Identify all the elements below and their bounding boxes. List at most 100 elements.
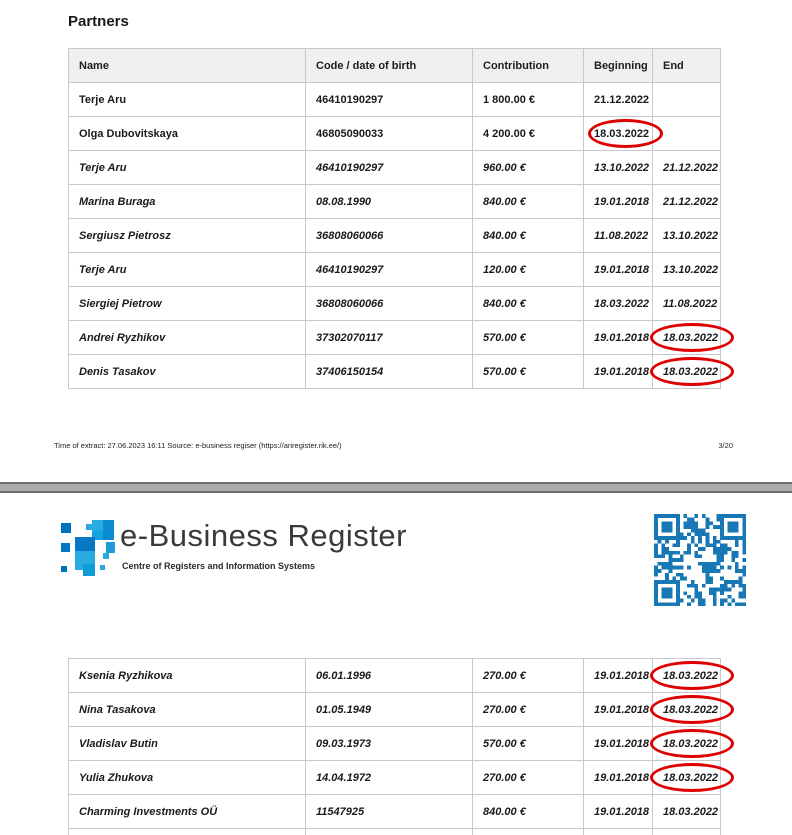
- end-date-cell: 18.03.2022: [650, 760, 734, 795]
- logo-title: e-Business Register: [120, 518, 407, 553]
- contribution-cell: 4 200.00 €: [472, 116, 584, 151]
- partner-name-cell: Olga Dubovitskaya: [68, 116, 306, 151]
- end-date-cell: 18.03.2022: [650, 726, 734, 761]
- contribution-cell: 270.00 €: [472, 692, 584, 727]
- beginning-date-cell: 19.01.2018: [583, 354, 653, 389]
- partner-name-cell: Vladislav Butin: [68, 726, 306, 761]
- beginning-date-cell: 19.01.2018: [583, 760, 653, 795]
- contribution-cell: 570.00 €: [472, 320, 584, 355]
- red-circle-annotation: [650, 323, 734, 352]
- beginning-date-cell: 19.01.2018: [583, 320, 653, 355]
- logo-subtitle: Centre of Registers and Information Syst…: [122, 561, 316, 571]
- table-row: Vladislav Butin 09.03.1973 570.00 € 19.0…: [68, 726, 734, 761]
- contribution-cell: 120.00 €: [472, 252, 584, 287]
- end-date-cell: [652, 828, 721, 835]
- partner-name-cell: Marina Buraga: [68, 184, 306, 219]
- end-date-cell: 13.10.2022: [652, 252, 721, 287]
- table-row: Charming Investments OÜ 11547925 840.00 …: [68, 794, 721, 829]
- contribution-cell: 840.00 €: [472, 286, 584, 321]
- partner-code-cell: 46410190297: [305, 150, 473, 185]
- partners-table-continued: Ksenia Ryzhikova 06.01.1996 270.00 € 19.…: [68, 658, 734, 835]
- partner-code-cell: [305, 828, 473, 835]
- table-row: Siergiej Pietrow 36808060066 840.00 € 18…: [68, 286, 721, 321]
- table-row: Olga Dubovitskaya 46805090033 4 200.00 €…: [68, 116, 721, 151]
- beginning-date-cell: 18.03.2022: [583, 116, 663, 151]
- partner-code-cell: 09.03.1973: [305, 726, 473, 761]
- table-row: Terje Aru 46410190297 960.00 € 13.10.202…: [68, 150, 721, 185]
- partner-code-cell: 46410190297: [305, 252, 473, 287]
- table-row: Andrei Ryzhikov 37302070117 570.00 € 19.…: [68, 320, 734, 355]
- contribution-cell: 840.00 €: [472, 184, 584, 219]
- pixel-mosaic-icon: [56, 512, 118, 578]
- red-circle-annotation: [650, 357, 734, 386]
- red-circle-annotation: [650, 763, 734, 792]
- table-row: Nina Tasakova 01.05.1949 270.00 € 19.01.…: [68, 692, 734, 727]
- qr-code-icon: [654, 514, 746, 606]
- beginning-date-cell: 13.10.2022: [583, 150, 653, 185]
- partner-code-cell: 37302070117: [305, 320, 473, 355]
- beginning-date-cell: 21.12.2022: [583, 82, 653, 117]
- partner-code-cell: 37406150154: [305, 354, 473, 389]
- table-row: Sergiusz Pietrosz 36808060066 840.00 € 1…: [68, 218, 721, 253]
- partner-name-cell: Nina Tasakova: [68, 692, 306, 727]
- header-end: End: [652, 48, 721, 83]
- end-date-cell: 18.03.2022: [650, 320, 734, 355]
- red-circle-annotation: [650, 695, 734, 724]
- end-date-cell: 18.03.2022: [650, 692, 734, 727]
- partner-name-cell: Terje Aru: [68, 150, 306, 185]
- partner-code-cell: 36808060066: [305, 218, 473, 253]
- header-beginning: Beginning: [583, 48, 653, 83]
- beginning-date-cell: 19.01.2018: [583, 252, 653, 287]
- partner-name-cell: Andrei Ryzhikov: [68, 320, 306, 355]
- table-row: Denis Tasakov 37406150154 570.00 € 19.01…: [68, 354, 734, 389]
- beginning-date-cell: 19.01.2018: [583, 794, 653, 829]
- beginning-date-cell: 19.01.2018: [583, 692, 653, 727]
- contribution-cell: [472, 828, 584, 835]
- contribution-cell: 960.00 €: [472, 150, 584, 185]
- partner-name-cell: Charming Investments OÜ: [68, 794, 306, 829]
- table-row: Marina Buraga 08.08.1990 840.00 € 19.01.…: [68, 184, 721, 219]
- beginning-date-cell: 11.08.2022: [583, 218, 653, 253]
- partner-code-cell: 01.05.1949: [305, 692, 473, 727]
- end-date-cell: 21.12.2022: [652, 150, 721, 185]
- partner-name-cell: [68, 828, 306, 835]
- end-date-cell: 18.03.2022: [652, 794, 721, 829]
- red-circle-annotation: [650, 729, 734, 758]
- partners-table: Name Code / date of birth Contribution B…: [68, 48, 734, 389]
- page-title: Partners: [68, 13, 129, 30]
- partner-code-cell: 11547925: [305, 794, 473, 829]
- footer-page-number: 3/20: [718, 441, 733, 450]
- partner-code-cell: 08.08.1990: [305, 184, 473, 219]
- partner-name-cell: Terje Aru: [68, 82, 306, 117]
- contribution-cell: 570.00 €: [472, 354, 584, 389]
- beginning-date-cell: 18.03.2022: [583, 286, 653, 321]
- partner-name-cell: Yulia Zhukova: [68, 760, 306, 795]
- red-circle-annotation: [588, 119, 663, 148]
- partner-name-cell: Terje Aru: [68, 252, 306, 287]
- red-circle-annotation: [650, 661, 734, 690]
- partner-code-cell: 14.04.1972: [305, 760, 473, 795]
- header-contribution: Contribution: [472, 48, 584, 83]
- end-date-cell: 18.03.2022: [650, 658, 734, 693]
- beginning-date-cell: [583, 828, 653, 835]
- beginning-date-cell: 19.01.2018: [583, 658, 653, 693]
- contribution-cell: 840.00 €: [472, 218, 584, 253]
- table-header-row: Name Code / date of birth Contribution B…: [68, 48, 721, 83]
- partner-code-cell: 46410190297: [305, 82, 473, 117]
- footer-extract-info: Time of extract: 27.06.2023 16:11 Source…: [54, 441, 342, 450]
- end-date-cell: 18.03.2022: [650, 354, 734, 389]
- partner-name-cell: Siergiej Pietrow: [68, 286, 306, 321]
- table-row: Terje Aru 46410190297 120.00 € 19.01.201…: [68, 252, 721, 287]
- beginning-date-cell: 19.01.2018: [583, 184, 653, 219]
- contribution-cell: 1 800.00 €: [472, 82, 584, 117]
- partner-code-cell: 46805090033: [305, 116, 473, 151]
- partner-name-cell: Denis Tasakov: [68, 354, 306, 389]
- contribution-cell: 270.00 €: [472, 658, 584, 693]
- table-row: Ksenia Ryzhikova 06.01.1996 270.00 € 19.…: [68, 658, 734, 693]
- end-date-cell: 11.08.2022: [652, 286, 721, 321]
- page-break-divider: [0, 482, 792, 493]
- page-footer: Time of extract: 27.06.2023 16:11 Source…: [54, 441, 733, 450]
- e-business-register-logo: e-Business Register Centre of Registers …: [56, 512, 456, 582]
- contribution-cell: 840.00 €: [472, 794, 584, 829]
- header-name: Name: [68, 48, 306, 83]
